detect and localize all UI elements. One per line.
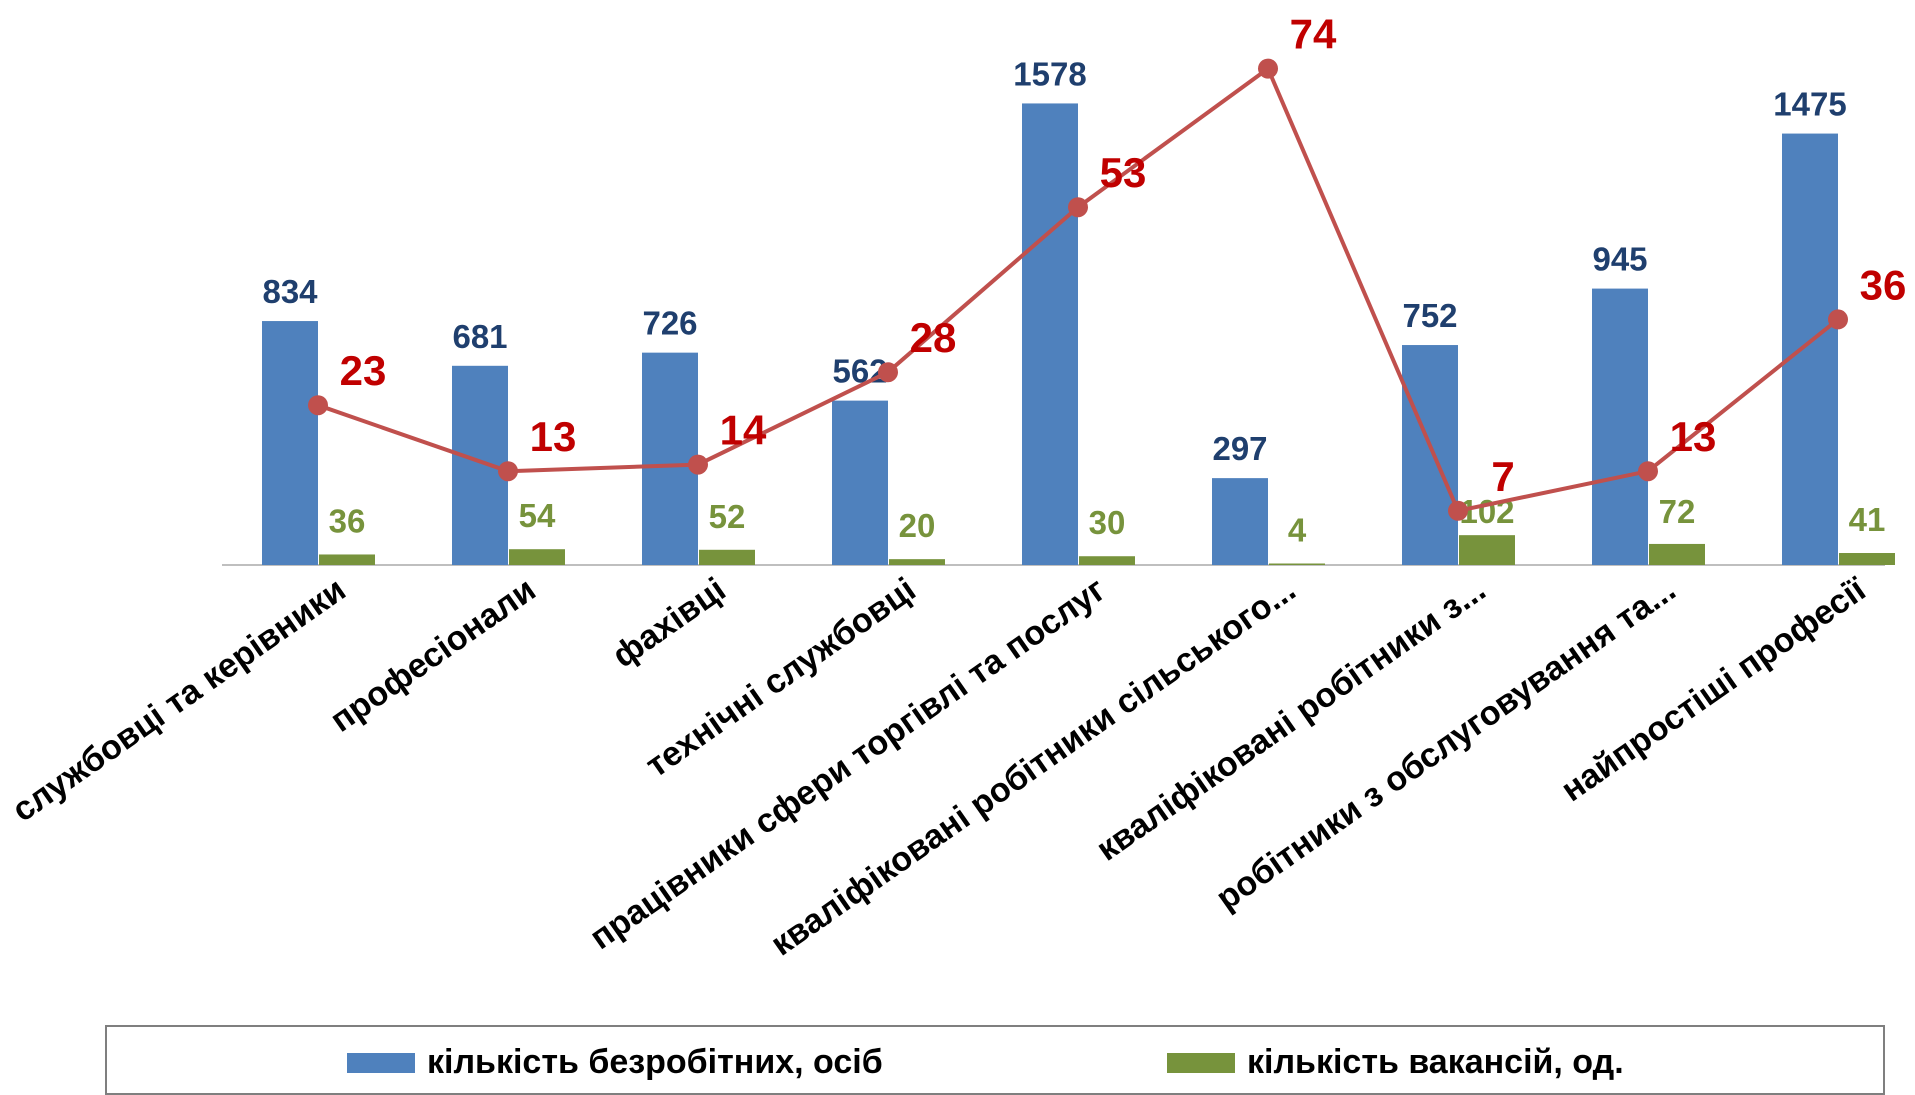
bar-unemployed <box>452 365 508 565</box>
plot-area: 834 36 службовці та керівники 681 54 професіо… <box>5 11 1906 964</box>
legend: кількість безробітних, осіб кількість ва… <box>105 1025 1885 1095</box>
bar-label-unemployed: 726 <box>642 305 697 342</box>
bar-label-unemployed: 834 <box>262 273 318 310</box>
bar-vacancies <box>1269 563 1325 565</box>
category-label: службовці та керівники <box>5 570 352 829</box>
category-label: фахівці <box>606 570 733 675</box>
bar-unemployed <box>1592 288 1648 565</box>
bar-label-unemployed: 1475 <box>1773 86 1846 123</box>
line-label: 23 <box>340 347 387 394</box>
line-point <box>308 395 328 416</box>
line-point <box>498 461 518 482</box>
bar-label-vacancies: 41 <box>1849 501 1886 538</box>
bar-label-unemployed: 752 <box>1402 297 1457 334</box>
bar-vacancies <box>1839 553 1895 565</box>
legend-swatch-unemployed <box>347 1052 415 1073</box>
line-label: 28 <box>910 314 957 361</box>
bar-unemployed <box>1402 345 1458 565</box>
category-label: найпростіші професії <box>1554 570 1873 810</box>
line-point <box>688 454 708 475</box>
legend-item-unemployed: кількість безробітних, осіб <box>347 1043 883 1082</box>
line-point <box>1828 309 1848 330</box>
bar-unemployed <box>1022 103 1078 565</box>
line-point <box>1258 58 1278 79</box>
bar-unemployed <box>262 321 318 565</box>
line-label: 53 <box>1100 149 1147 196</box>
bar-label-vacancies: 20 <box>899 507 936 544</box>
line-label: 13 <box>530 413 577 460</box>
legend-label-unemployed: кількість безробітних, осіб <box>427 1043 883 1081</box>
bar-unemployed <box>1782 133 1838 565</box>
line-point <box>1448 500 1468 521</box>
bar-label-vacancies: 30 <box>1089 504 1126 541</box>
bar-label-unemployed: 681 <box>452 318 507 355</box>
bar-unemployed <box>832 400 888 565</box>
category-label: кваліфіковані робітники з... <box>1090 570 1493 868</box>
bar-label-unemployed: 1578 <box>1013 55 1086 92</box>
bar-vacancies <box>1649 543 1705 565</box>
bar-label-vacancies: 52 <box>709 498 746 535</box>
bar-label-vacancies: 4 <box>1288 512 1307 549</box>
line-point <box>878 362 898 383</box>
bar-vacancies <box>889 559 945 565</box>
bar-vacancies <box>699 549 755 565</box>
bar-vacancies <box>509 549 565 565</box>
bar-label-vacancies: 72 <box>1659 493 1696 530</box>
bar-unemployed <box>1212 478 1268 565</box>
bar-vacancies <box>1459 535 1515 565</box>
legend-swatch-vacancies <box>1167 1052 1235 1073</box>
bar-label-unemployed: 945 <box>1592 241 1647 278</box>
category-label: професіонали <box>323 570 542 739</box>
legend-label-vacancies: кількість вакансій, од. <box>1247 1043 1624 1081</box>
line-label: 14 <box>720 407 767 454</box>
bar-vacancies <box>1079 556 1135 565</box>
line-label: 36 <box>1860 261 1907 308</box>
legend-item-vacancies: кількість вакансій, од. <box>1167 1043 1624 1082</box>
bar-label-unemployed: 297 <box>1212 430 1267 467</box>
line-point <box>1638 461 1658 482</box>
bar-label-vacancies: 54 <box>519 497 556 534</box>
line-point <box>1068 197 1088 218</box>
line-label: 7 <box>1491 453 1514 500</box>
line-label: 74 <box>1290 11 1337 58</box>
bar-unemployed <box>642 352 698 565</box>
bar-label-vacancies: 36 <box>329 502 366 539</box>
bar-vacancies <box>319 554 375 565</box>
line-label: 13 <box>1670 413 1717 460</box>
